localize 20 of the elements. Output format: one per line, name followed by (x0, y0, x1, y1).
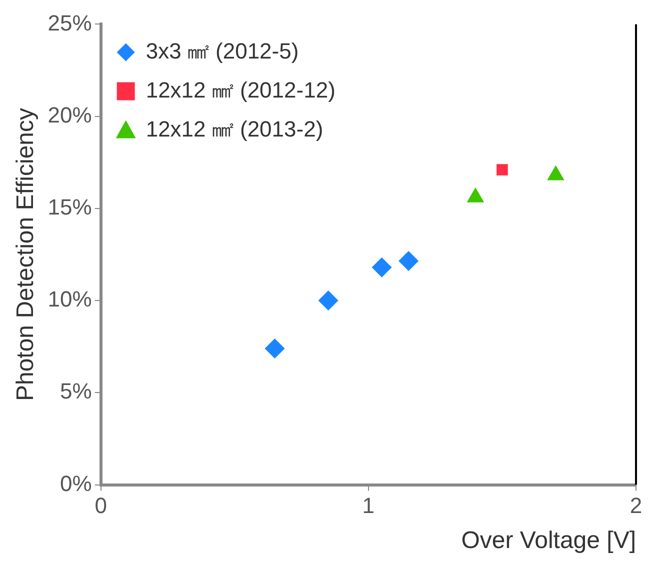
y-tick-label: 5% (60, 378, 92, 404)
x-tick-label: 0 (94, 493, 107, 518)
point (318, 290, 338, 311)
legend-label: 3x3 ㎟ (2012-5) (146, 38, 299, 64)
point (398, 250, 419, 271)
y-tick-label: 10% (48, 286, 92, 312)
point (264, 338, 285, 358)
x-tick-label: 1 (362, 493, 375, 518)
y-tick-label: 15% (48, 194, 92, 220)
y-tick-label: 0% (60, 470, 92, 496)
point (372, 257, 392, 278)
x-axis-title: Over Voltage [V] (461, 527, 636, 554)
point (496, 164, 508, 176)
y-tick-label: 25% (48, 10, 92, 36)
point (547, 165, 564, 180)
legend-label: 12x12 ㎟ (2013-2) (146, 116, 324, 142)
x-tick-label: 2 (630, 493, 642, 518)
y-axis-title: Photon Detection Efficiency (12, 108, 40, 402)
legend-label: 12x12 ㎟ (2012-12) (146, 77, 336, 102)
y-tick-label: 20% (48, 102, 92, 128)
